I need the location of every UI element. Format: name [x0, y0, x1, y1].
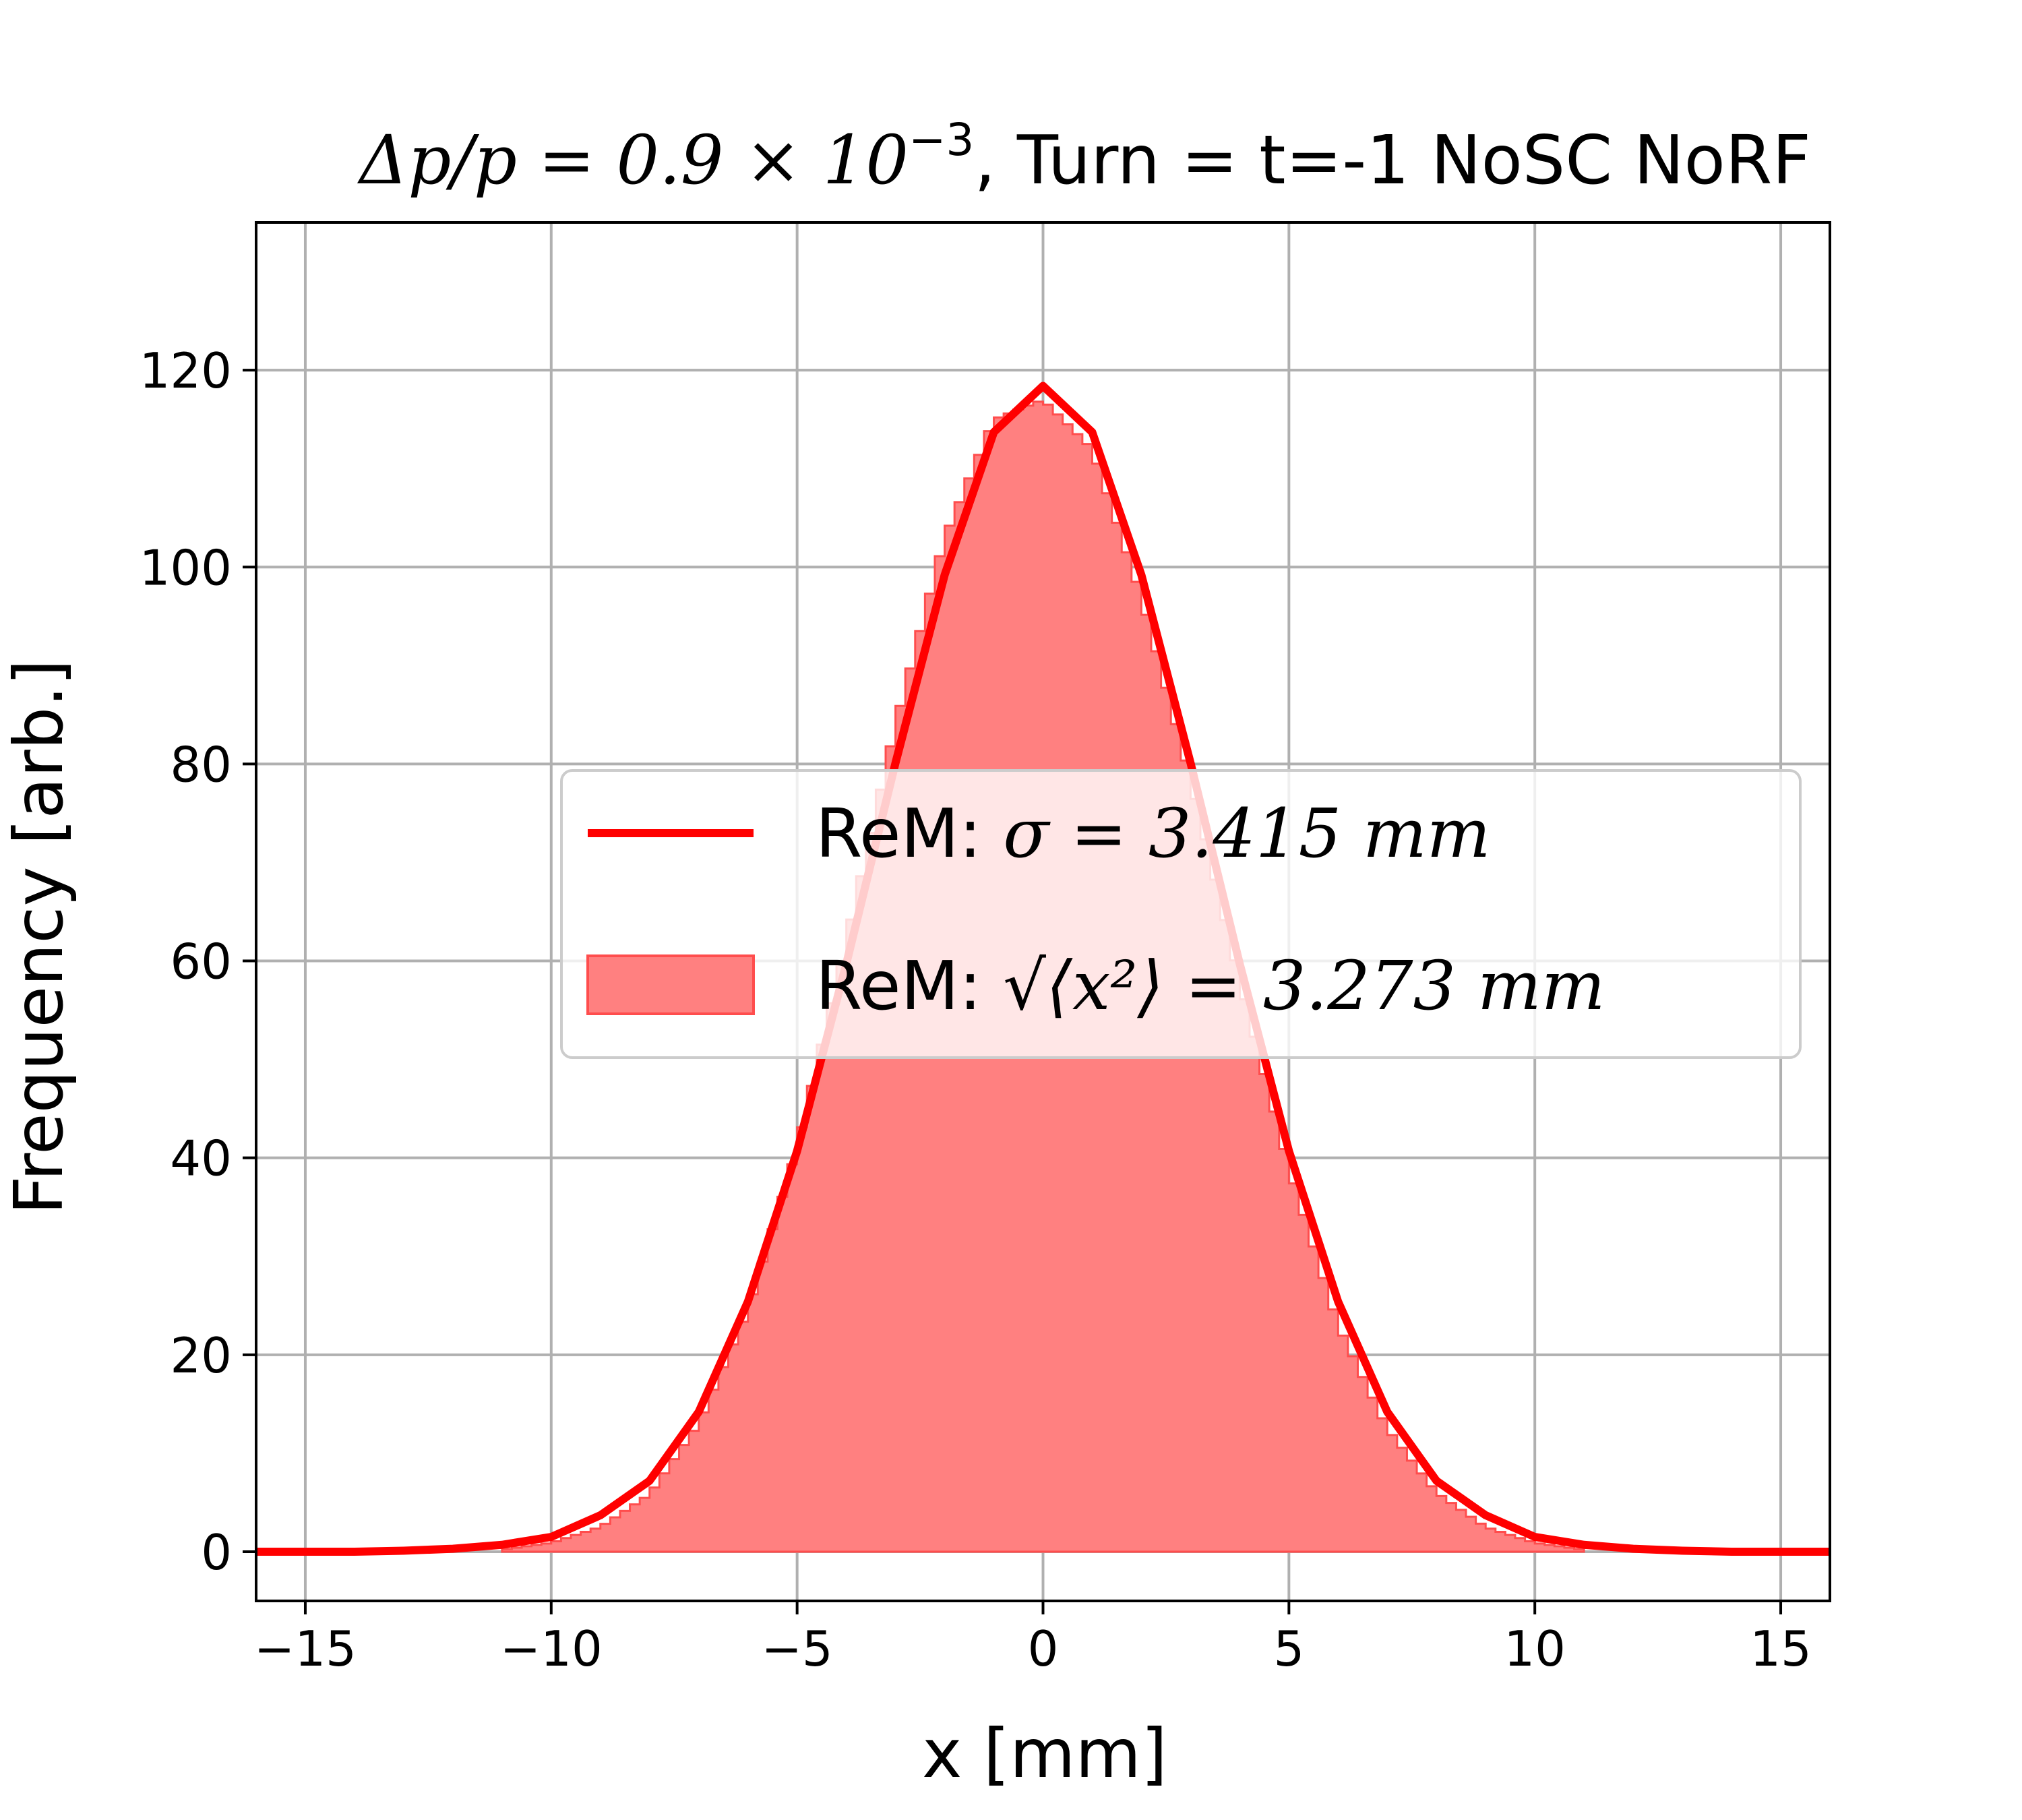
- x-axis-ticks: −15 −10 −5 0 5 10 15: [254, 1601, 1812, 1677]
- y-tick-label: 120: [140, 342, 232, 399]
- x-tick-label: −15: [254, 1620, 357, 1677]
- legend-entry-2-prefix: ReM:: [816, 946, 1003, 1025]
- title-suffix: , Turn = t=-1 NoSC NoRF: [974, 121, 1811, 200]
- y-tick-label: 40: [170, 1130, 232, 1187]
- chart-title: Δp/p = 0.9 × 10−3, Turn = t=-1 NoSC NoRF: [357, 114, 1811, 200]
- y-tick-label: 100: [140, 539, 232, 596]
- legend-box: [560, 769, 1802, 1059]
- y-tick-label: 0: [201, 1524, 232, 1581]
- x-tick-label: −5: [762, 1620, 833, 1677]
- fit-curve-line: [256, 382, 1830, 1556]
- y-axis-label: Frequency [arb.]: [0, 659, 78, 1215]
- legend-patch-swatch: [586, 954, 755, 1015]
- title-exponent: −3: [909, 114, 974, 166]
- y-tick-label: 60: [170, 934, 232, 990]
- x-tick-label: 0: [1028, 1620, 1059, 1677]
- y-tick-label: 80: [170, 736, 232, 793]
- x-tick-label: 5: [1273, 1620, 1304, 1677]
- x-tick-label: −10: [500, 1620, 603, 1677]
- fit-curve-series: [256, 382, 1830, 1556]
- legend-entry-1-prefix: ReM:: [816, 794, 1003, 873]
- y-tick-label: 20: [170, 1327, 232, 1384]
- x-axis-label: x [mm]: [922, 1714, 1167, 1793]
- x-tick-label: 10: [1504, 1620, 1566, 1677]
- y-axis-ticks: 0 20 40 60 80 100 120: [140, 342, 256, 1581]
- legend: ReM: σ = 3.415 mm ReM: √⟨x²⟩ = 3.273 mm: [560, 769, 1802, 1059]
- title-prefix: Δp/p = 0.9 × 10: [357, 121, 909, 200]
- legend-entry-1: ReM: σ = 3.415 mm: [816, 794, 1491, 873]
- legend-entry-2: ReM: √⟨x²⟩ = 3.273 mm: [816, 946, 1605, 1025]
- x-tick-label: 15: [1750, 1620, 1812, 1677]
- legend-entry-2-math: √⟨x²⟩ = 3.273 mm: [1003, 946, 1605, 1025]
- legend-entry-1-math: σ = 3.415 mm: [1003, 794, 1490, 873]
